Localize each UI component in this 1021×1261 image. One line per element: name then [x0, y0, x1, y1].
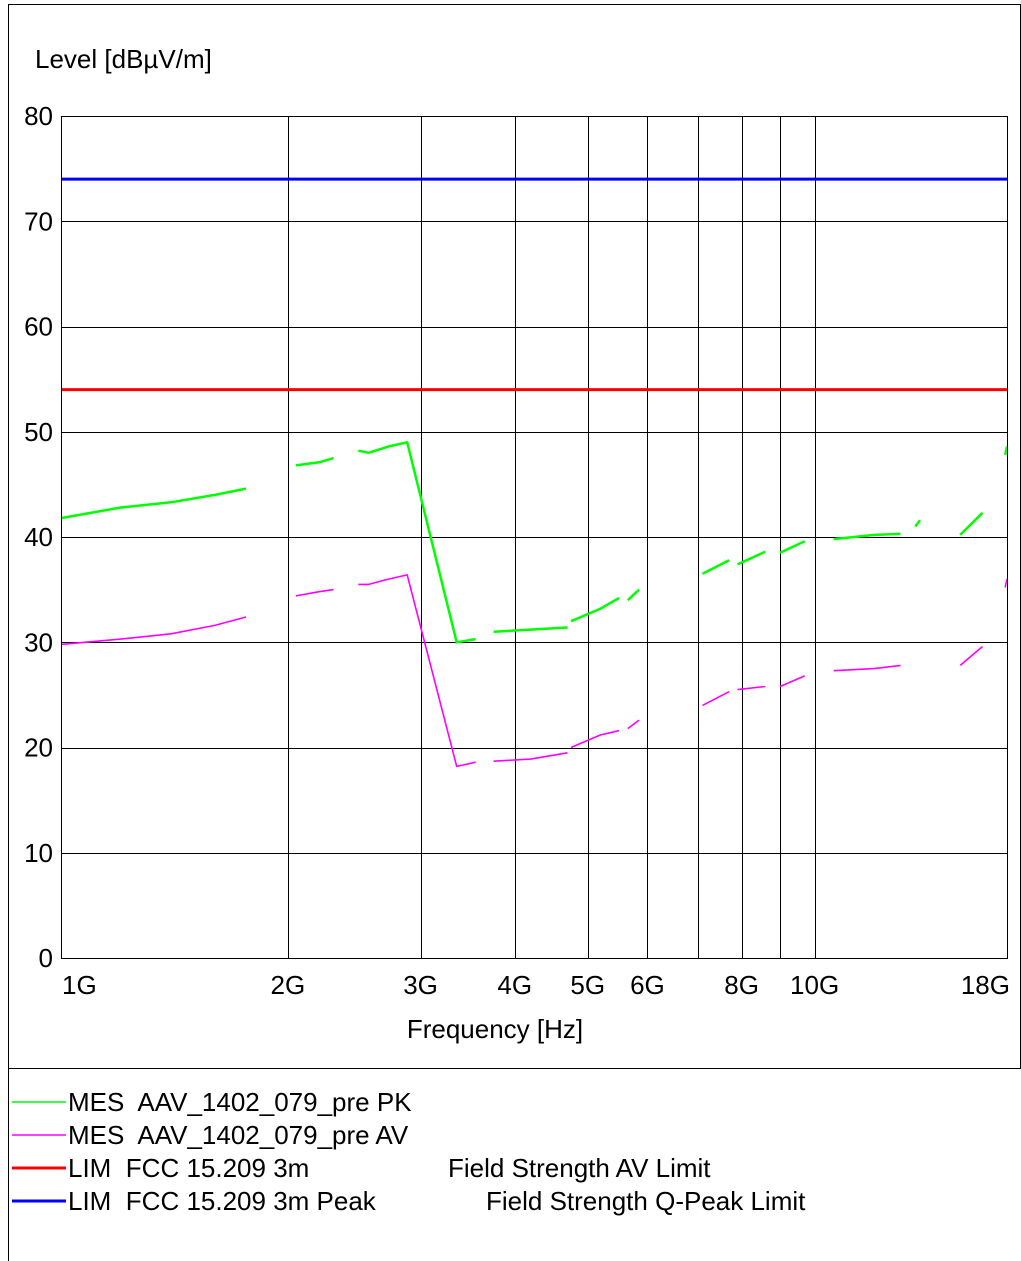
trace-segment: [959, 645, 984, 667]
trace-segment: [60, 616, 247, 646]
y-tick-label: 60: [24, 312, 53, 342]
x-tick-label: 1G: [62, 970, 97, 1000]
trace-segment: [1004, 578, 1008, 588]
y-axis-label: Level [dBµV/m]: [35, 44, 212, 74]
trace-segment: [1003, 446, 1009, 456]
legend-label: MES AAV_1402_079_pre PK: [68, 1087, 412, 1117]
x-tick-label: 8G: [724, 970, 759, 1000]
measurement-traces: [60, 441, 1009, 768]
trace-segment: [493, 752, 568, 762]
x-tick-label: 2G: [271, 970, 306, 1000]
trace-segment: [914, 519, 922, 528]
legend-entry: LIM FCC 15.209 3m Peak Field Strength Q-P…: [12, 1186, 806, 1216]
x-ticks: 1G 2G 3G 4G 5G 6G 8G 10G 18G: [62, 970, 1010, 1000]
x-tick-label: 5G: [570, 970, 605, 1000]
y-tick-label: 30: [24, 627, 53, 657]
trace-segment: [493, 626, 568, 633]
trace-segment: [570, 596, 620, 623]
x-tick-label: 3G: [403, 970, 438, 1000]
y-tick-label: 20: [24, 733, 53, 763]
trace-segment: [833, 532, 901, 541]
limit-lines: [61, 177, 1007, 392]
trace-segment: [627, 719, 640, 730]
trace-segment: [702, 690, 730, 707]
series-trace: [60, 574, 1008, 768]
trace-segment: [779, 675, 806, 688]
legend-label: LIM FCC 15.209 3m Peak: [68, 1186, 377, 1216]
trace-segment: [833, 664, 901, 672]
x-tick-label: 18G: [961, 970, 1010, 1000]
trace-segment: [295, 588, 334, 597]
trace-segment: [60, 487, 247, 520]
y-tick-label: 80: [24, 101, 53, 131]
y-tick-label: 0: [39, 943, 53, 973]
plot-area-border: [61, 116, 1008, 959]
legend-description: Field Strength Q-Peak Limit: [486, 1186, 806, 1216]
emission-chart: Level [dBµV/m] Frequency [Hz] 0 10 20 30 40 5…: [8, 4, 1021, 1261]
trace-segment: [295, 456, 334, 467]
chart-frame: Level [dBµV/m] Frequency [Hz] 0 10 20 30 40 5…: [8, 4, 1021, 1261]
trace-segment: [779, 540, 806, 554]
trace-segment: [737, 685, 766, 691]
legend-description: Field Strength AV Limit: [448, 1153, 711, 1183]
y-tick-label: 50: [24, 417, 53, 447]
y-tick-label: 10: [24, 838, 53, 868]
series-trace: [60, 441, 1009, 644]
x-tick-label: 10G: [790, 970, 839, 1000]
legend-entry: MES AAV_1402_079_pre PK: [12, 1087, 412, 1117]
trace-segment: [736, 550, 766, 566]
trace-segment: [701, 559, 730, 575]
y-ticks: 0 10 20 30 40 50 60 70 80: [24, 101, 53, 973]
y-tick-label: 70: [24, 206, 53, 236]
legend-label: LIM FCC 15.209 3m: [68, 1153, 309, 1183]
legend-entry: LIM FCC 15.209 3m Field Strength AV Limit: [12, 1153, 711, 1183]
trace-segment: [626, 588, 640, 602]
x-tick-label: 6G: [630, 970, 665, 1000]
trace-segment: [358, 441, 476, 644]
x-tick-label: 4G: [497, 970, 532, 1000]
grid: [61, 116, 1007, 958]
y-tick-label: 40: [24, 522, 53, 552]
trace-segment: [570, 729, 620, 749]
trace-segment: [959, 511, 984, 536]
trace-segment: [358, 574, 476, 768]
legend-label: MES AAV_1402_079_pre AV: [68, 1120, 409, 1150]
x-axis-label: Frequency [Hz]: [407, 1014, 583, 1044]
legend-entry: MES AAV_1402_079_pre AV: [12, 1120, 409, 1150]
